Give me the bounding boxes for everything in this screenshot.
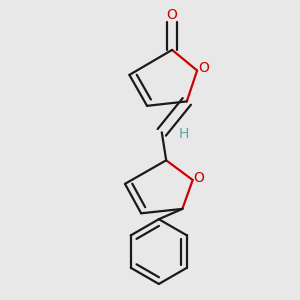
Text: O: O (198, 61, 209, 75)
Text: O: O (194, 171, 205, 185)
Text: O: O (167, 8, 178, 22)
Text: H: H (179, 127, 189, 141)
